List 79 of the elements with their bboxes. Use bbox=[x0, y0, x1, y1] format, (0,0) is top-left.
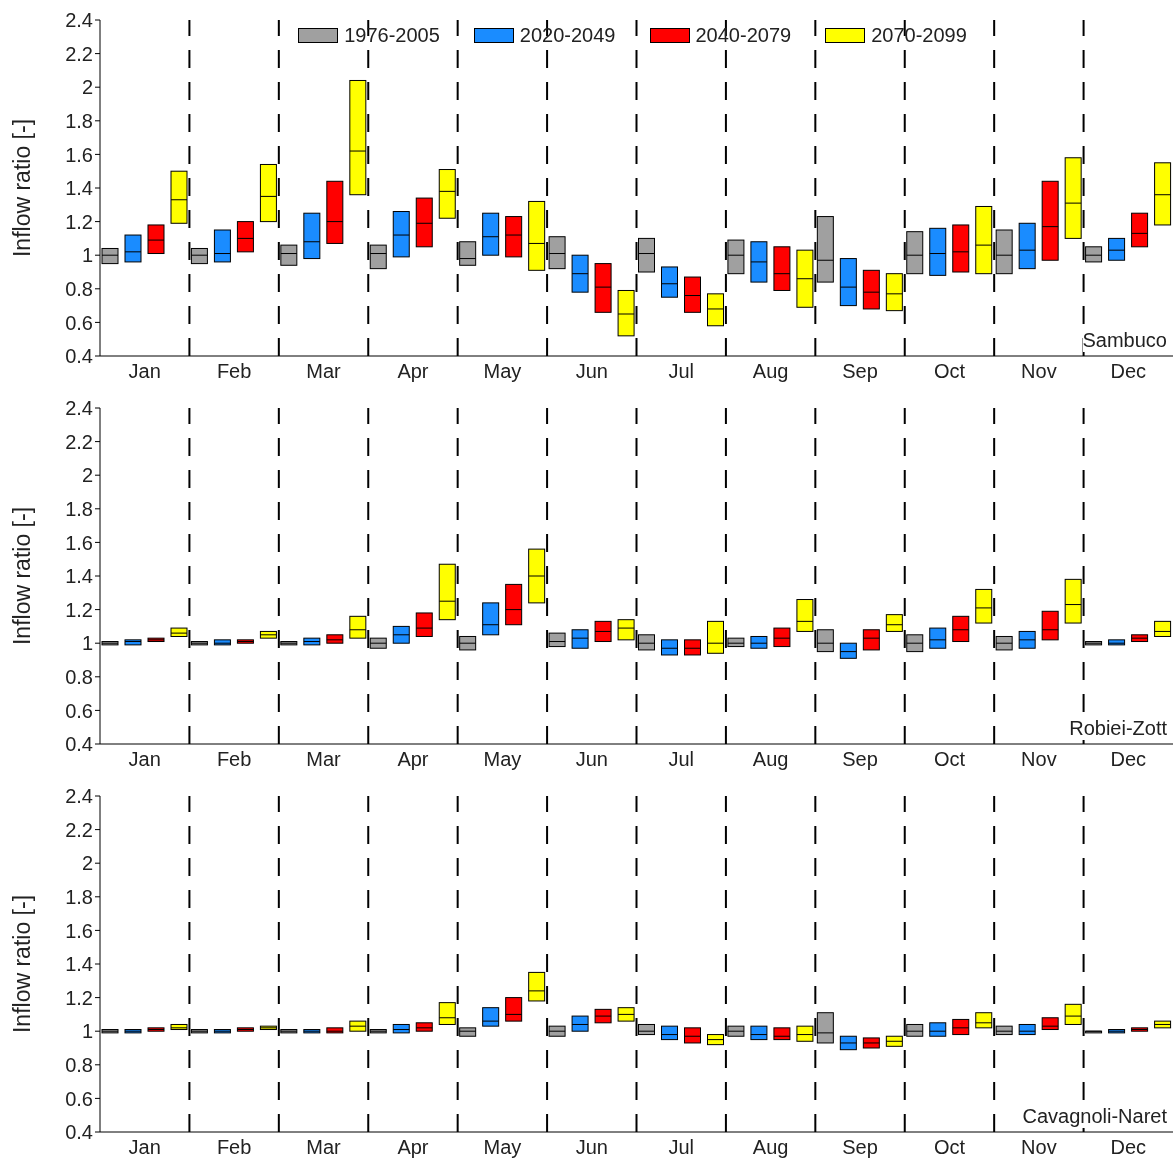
x-tick-label: Nov bbox=[1021, 360, 1057, 383]
y-tick-label: 1.2 bbox=[65, 598, 93, 621]
annotation: Robiei-Zott bbox=[1069, 717, 1167, 740]
x-tick-label: Aug bbox=[752, 748, 789, 771]
y-tick-label: 1.6 bbox=[65, 919, 93, 942]
x-tick-label: Oct bbox=[933, 1136, 966, 1159]
x-tick-label: May bbox=[483, 360, 522, 383]
x-tick-label: Aug bbox=[752, 1136, 789, 1159]
y-axis-title: Inflow ratio [-] bbox=[9, 506, 36, 646]
x-tick-label: Feb bbox=[216, 748, 252, 771]
y-tick-label: 2.2 bbox=[65, 818, 93, 841]
x-tick-label: Sep bbox=[842, 1136, 878, 1159]
x-tick-label: Feb bbox=[216, 1136, 252, 1159]
y-tick-label: 1 bbox=[81, 244, 93, 267]
y-tick-label: 0.6 bbox=[65, 1087, 93, 1110]
y-tick-label: 2 bbox=[81, 464, 93, 487]
legend-label: 2070-2099 bbox=[871, 24, 967, 47]
y-tick-label: 1.4 bbox=[65, 953, 93, 976]
y-tick-label: 1 bbox=[81, 632, 93, 655]
y-tick-label: 1.8 bbox=[65, 497, 93, 520]
x-tick-label: Jan bbox=[128, 360, 161, 383]
y-tick-label: 0.4 bbox=[65, 733, 93, 756]
y-tick-label: 1.4 bbox=[65, 565, 93, 588]
y-tick-label: 1.8 bbox=[65, 885, 93, 908]
y-tick-label: 0.4 bbox=[65, 345, 93, 368]
legend-label: 2020-2049 bbox=[519, 24, 616, 47]
y-tick-label: 1.2 bbox=[65, 986, 93, 1009]
y-tick-label: 1.6 bbox=[65, 531, 93, 554]
x-tick-label: Mar bbox=[306, 748, 342, 771]
y-tick-label: 0.8 bbox=[65, 665, 93, 688]
x-tick-label: May bbox=[483, 748, 522, 771]
x-tick-label: Nov bbox=[1021, 1136, 1057, 1159]
y-tick-label: 2.2 bbox=[65, 42, 93, 65]
x-tick-label: Nov bbox=[1021, 748, 1057, 771]
x-tick-label: May bbox=[483, 1136, 522, 1159]
x-tick-label: Sep bbox=[842, 360, 878, 383]
y-tick-label: 1 bbox=[81, 1020, 93, 1043]
y-tick-label: 1.4 bbox=[65, 177, 93, 200]
y-tick-label: 0.8 bbox=[65, 1053, 93, 1076]
y-tick-label: 2.4 bbox=[65, 9, 93, 32]
x-tick-label: Jan bbox=[128, 1136, 161, 1159]
x-tick-label: Mar bbox=[306, 1136, 342, 1159]
x-tick-label: Sep bbox=[842, 748, 878, 771]
x-tick-label: Jul bbox=[668, 748, 694, 771]
y-tick-label: 0.6 bbox=[65, 311, 93, 334]
x-tick-label: Dec bbox=[1110, 360, 1147, 383]
annotation: Sambuco bbox=[1082, 329, 1167, 352]
x-tick-label: Dec bbox=[1110, 748, 1147, 771]
x-tick-label: Jan bbox=[128, 748, 161, 771]
x-tick-label: Jul bbox=[668, 360, 694, 383]
y-tick-label: 2 bbox=[81, 852, 93, 875]
x-tick-label: Jul bbox=[668, 1136, 694, 1159]
x-tick-label: Apr bbox=[397, 360, 429, 383]
x-tick-label: Oct bbox=[933, 748, 966, 771]
y-axis-title: Inflow ratio [-] bbox=[9, 118, 36, 258]
y-tick-label: 0.4 bbox=[65, 1121, 93, 1144]
x-tick-label: Jun bbox=[575, 748, 608, 771]
x-tick-label: Dec bbox=[1110, 1136, 1147, 1159]
x-tick-label: Aug bbox=[752, 360, 789, 383]
x-tick-label: Oct bbox=[933, 360, 966, 383]
y-axis-title: Inflow ratio [-] bbox=[9, 894, 36, 1034]
legend-label: 2040-2079 bbox=[695, 24, 792, 47]
annotation: Cavagnoli-Naret bbox=[1022, 1105, 1167, 1128]
y-tick-label: 2 bbox=[81, 76, 93, 99]
legend-label: 1976-2005 bbox=[344, 24, 440, 47]
y-tick-label: 1.6 bbox=[65, 143, 93, 166]
x-tick-label: Apr bbox=[397, 1136, 429, 1159]
x-tick-label: Jun bbox=[575, 1136, 608, 1159]
x-tick-label: Jun bbox=[575, 360, 608, 383]
x-tick-label: Feb bbox=[216, 360, 252, 383]
x-tick-label: Mar bbox=[306, 360, 342, 383]
y-tick-label: 1.8 bbox=[65, 109, 93, 132]
y-tick-label: 2.4 bbox=[65, 397, 93, 420]
y-tick-label: 0.8 bbox=[65, 277, 93, 300]
x-tick-label: Apr bbox=[397, 748, 429, 771]
y-tick-label: 1.2 bbox=[65, 210, 93, 233]
y-tick-label: 2.4 bbox=[65, 785, 93, 808]
y-tick-label: 0.6 bbox=[65, 699, 93, 722]
y-tick-label: 2.2 bbox=[65, 430, 93, 453]
